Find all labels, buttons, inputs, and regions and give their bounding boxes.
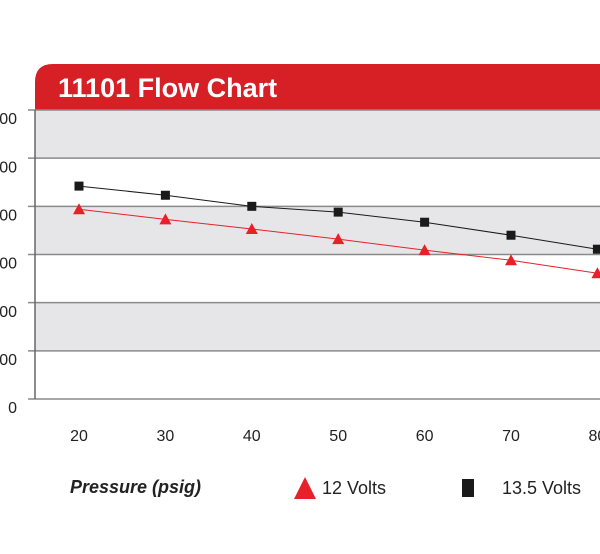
band bbox=[35, 302, 600, 351]
band bbox=[35, 254, 600, 303]
marker bbox=[332, 233, 345, 245]
band bbox=[35, 350, 600, 399]
marker bbox=[74, 181, 84, 191]
y-tick-label: 0 bbox=[8, 400, 17, 417]
x-tick-label: 30 bbox=[157, 428, 175, 445]
chart-title: 11101 Flow Chart bbox=[58, 73, 277, 103]
y-tick-label: 400 bbox=[0, 208, 17, 225]
x-tick-label: 20 bbox=[70, 428, 88, 445]
x-tick-label: 40 bbox=[243, 428, 261, 445]
marker bbox=[160, 190, 170, 200]
legend-marker bbox=[462, 479, 474, 497]
band bbox=[35, 206, 600, 255]
y-tick-label: 100 bbox=[0, 352, 17, 369]
y-tick-label: 500 bbox=[0, 159, 17, 176]
x-tick-label: 50 bbox=[329, 428, 347, 445]
y-tick-label: 300 bbox=[0, 256, 17, 273]
marker bbox=[333, 207, 343, 217]
legend-label: 12 Volts bbox=[322, 478, 386, 498]
marker bbox=[159, 213, 172, 225]
legend-label: 13.5 Volts bbox=[502, 478, 581, 498]
marker bbox=[506, 230, 516, 240]
x-tick-label: 60 bbox=[416, 428, 434, 445]
y-tick-label: 600 bbox=[0, 111, 17, 128]
marker bbox=[505, 254, 517, 266]
x-tick-label: 80 bbox=[589, 428, 600, 445]
marker bbox=[73, 203, 85, 215]
marker bbox=[420, 217, 430, 227]
x-axis-label: Pressure (psig) bbox=[70, 477, 201, 497]
band bbox=[35, 158, 600, 207]
y-tick-label: 200 bbox=[0, 304, 17, 321]
marker bbox=[245, 222, 258, 234]
title-banner bbox=[35, 64, 600, 110]
marker bbox=[592, 244, 600, 254]
marker bbox=[247, 201, 257, 211]
x-tick-label: 70 bbox=[502, 428, 520, 445]
band bbox=[35, 110, 600, 159]
marker bbox=[418, 244, 431, 256]
marker bbox=[591, 267, 600, 279]
legend-marker bbox=[294, 477, 316, 499]
